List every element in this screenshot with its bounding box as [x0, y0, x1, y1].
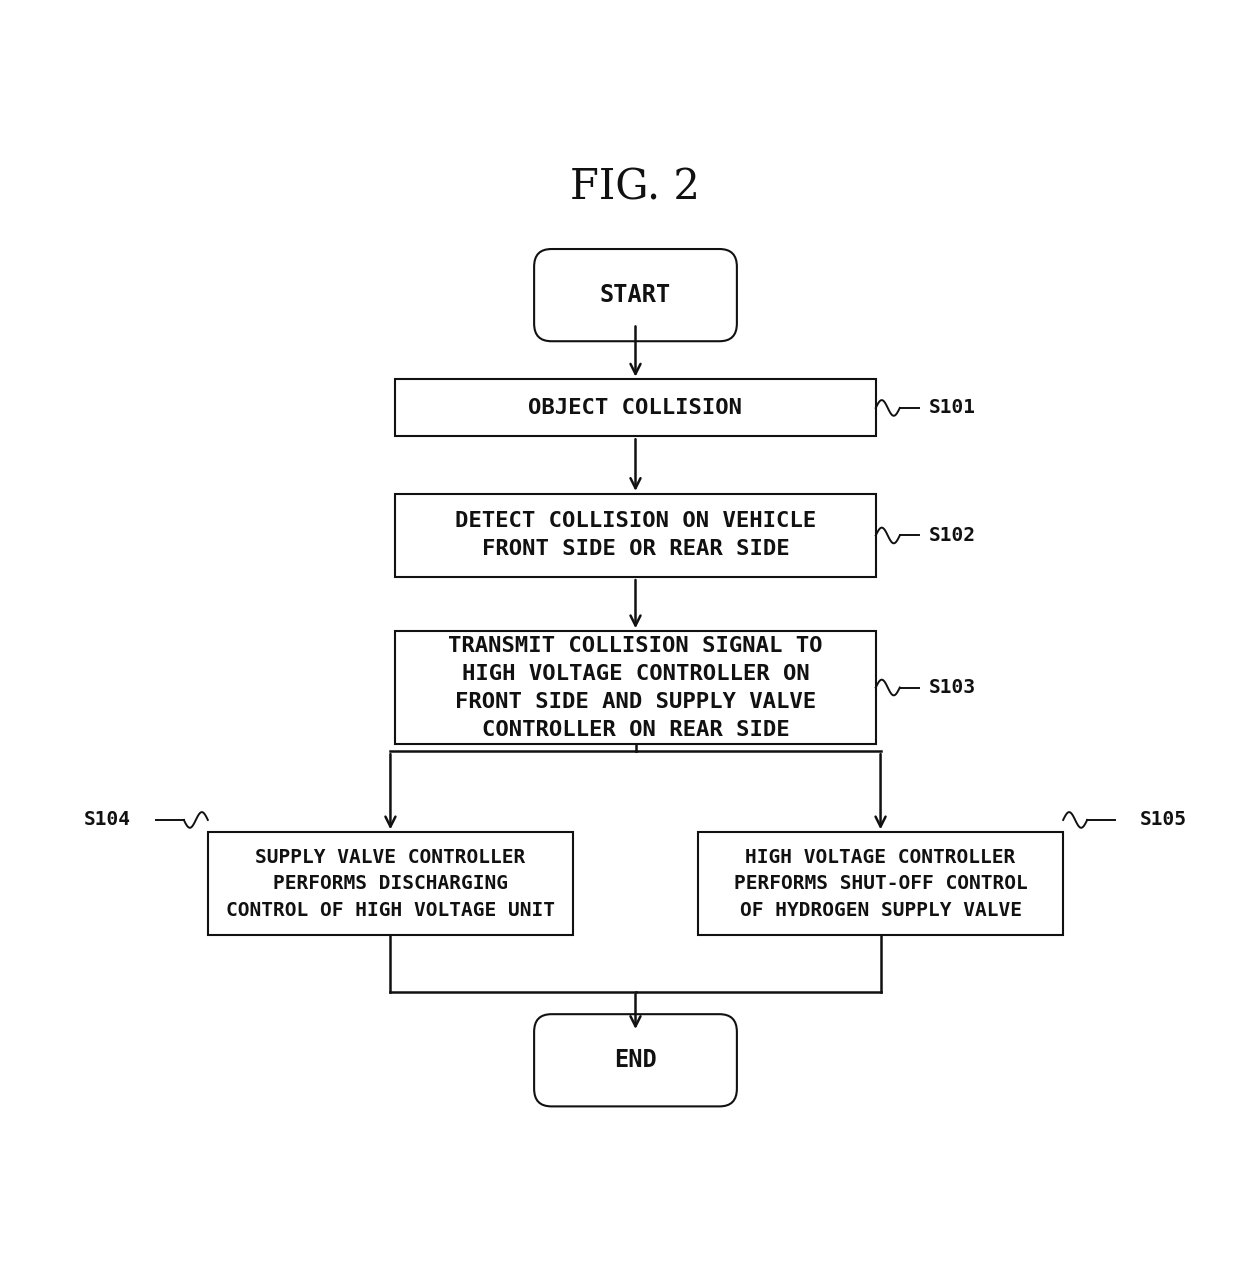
Bar	[396, 494, 875, 577]
Text: S102: S102	[929, 526, 976, 545]
Text: S104: S104	[84, 810, 131, 829]
Text: S103: S103	[929, 678, 976, 697]
Bar	[208, 832, 573, 935]
FancyBboxPatch shape	[534, 248, 737, 341]
Text: S105: S105	[1140, 810, 1187, 829]
Text: FIG. 2: FIG. 2	[570, 166, 701, 208]
Text: S101: S101	[929, 399, 976, 418]
FancyBboxPatch shape	[534, 1014, 737, 1106]
Text: DETECT COLLISION ON VEHICLE
FRONT SIDE OR REAR SIDE: DETECT COLLISION ON VEHICLE FRONT SIDE O…	[455, 511, 816, 559]
Text: START: START	[600, 283, 671, 307]
Text: HIGH VOLTAGE CONTROLLER
PERFORMS SHUT-OFF CONTROL
OF HYDROGEN SUPPLY VALVE: HIGH VOLTAGE CONTROLLER PERFORMS SHUT-OF…	[734, 847, 1028, 920]
Text: TRANSMIT COLLISION SIGNAL TO
HIGH VOLTAGE CONTROLLER ON
FRONT SIDE AND SUPPLY VA: TRANSMIT COLLISION SIGNAL TO HIGH VOLTAG…	[448, 636, 823, 739]
Text: END: END	[614, 1049, 657, 1073]
Bar	[396, 380, 875, 437]
Text: OBJECT COLLISION: OBJECT COLLISION	[528, 397, 743, 418]
Bar	[396, 631, 875, 744]
Bar	[698, 832, 1063, 935]
Text: SUPPLY VALVE CONTROLLER
PERFORMS DISCHARGING
CONTROL OF HIGH VOLTAGE UNIT: SUPPLY VALVE CONTROLLER PERFORMS DISCHAR…	[226, 847, 556, 920]
